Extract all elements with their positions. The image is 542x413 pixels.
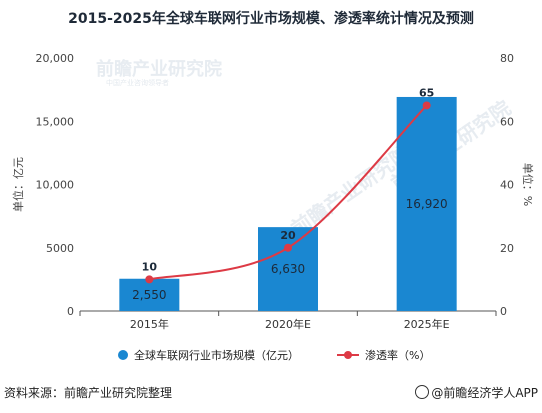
legend-line-label: 渗透率（%）: [365, 349, 431, 362]
penetration-point: [422, 101, 431, 110]
brand-note: @前瞻经济学人APP: [415, 384, 538, 401]
legend-line-swatch: [337, 350, 359, 360]
y2-axis-label: 单位：%: [521, 163, 535, 206]
x-tick-label: 2020年E: [265, 317, 311, 331]
y2-tick-label: 60: [500, 115, 514, 128]
y-tick-label: 10,000: [36, 179, 75, 192]
y-axis-label: 单位：亿元: [11, 157, 25, 212]
y2-tick-label: 80: [500, 52, 514, 65]
bar-value-label: 6,630: [271, 262, 305, 276]
y-tick-label: 0: [67, 305, 74, 318]
legend: 全球车联网行业市场规模（亿元） 渗透率（%）: [0, 347, 542, 365]
bar: [396, 96, 457, 311]
y2-tick-label: 20: [500, 242, 514, 255]
y2-tick-label: 0: [500, 305, 507, 318]
bar: [119, 278, 180, 311]
legend-item-bar: 全球车联网行业市场规模（亿元）: [118, 347, 299, 363]
watermark-logo: 前瞻产业研究院: [96, 59, 222, 80]
brand-label: @前瞻经济学人APP: [431, 386, 538, 400]
line-value-label: 10: [142, 260, 158, 273]
legend-bar-swatch: [118, 350, 128, 360]
line-value-label: 20: [280, 229, 296, 242]
watermark-subtitle: 中国产业咨询领导者: [106, 79, 169, 87]
legend-item-line: 渗透率（%）: [337, 347, 430, 363]
penetration-point: [284, 243, 292, 252]
y-tick-label: 20,000: [36, 52, 75, 65]
legend-bar-label: 全球车联网行业市场规模（亿元）: [134, 349, 299, 362]
bar: [258, 227, 318, 311]
y2-tick-label: 40: [500, 179, 514, 192]
chart-title: 2015-2025年全球车联网行业市场规模、渗透率统计情况及预测: [68, 11, 474, 27]
bar-value-label: 16,920: [406, 197, 448, 211]
x-tick-label: 2015年: [130, 317, 169, 331]
line-value-label: 65: [419, 86, 434, 99]
y-tick-label: 15,000: [36, 115, 75, 128]
y-tick-label: 5000: [46, 242, 74, 255]
penetration-point: [145, 275, 154, 284]
chart-area: 0 5000 10,000 15,000 20,000 0 20 40 60 80 单位：亿元 单位：…: [11, 52, 535, 331]
source-note: 资料来源：前瞻产业研究院整理: [4, 386, 173, 400]
x-tick-label: 2025年E: [404, 317, 450, 331]
brand-logo-icon: [415, 385, 430, 399]
bar-value-label: 2,550: [132, 288, 166, 302]
